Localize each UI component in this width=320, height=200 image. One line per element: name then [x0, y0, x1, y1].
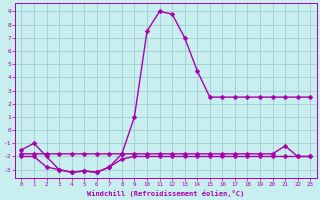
X-axis label: Windchill (Refroidissement éolien,°C): Windchill (Refroidissement éolien,°C): [87, 190, 244, 197]
